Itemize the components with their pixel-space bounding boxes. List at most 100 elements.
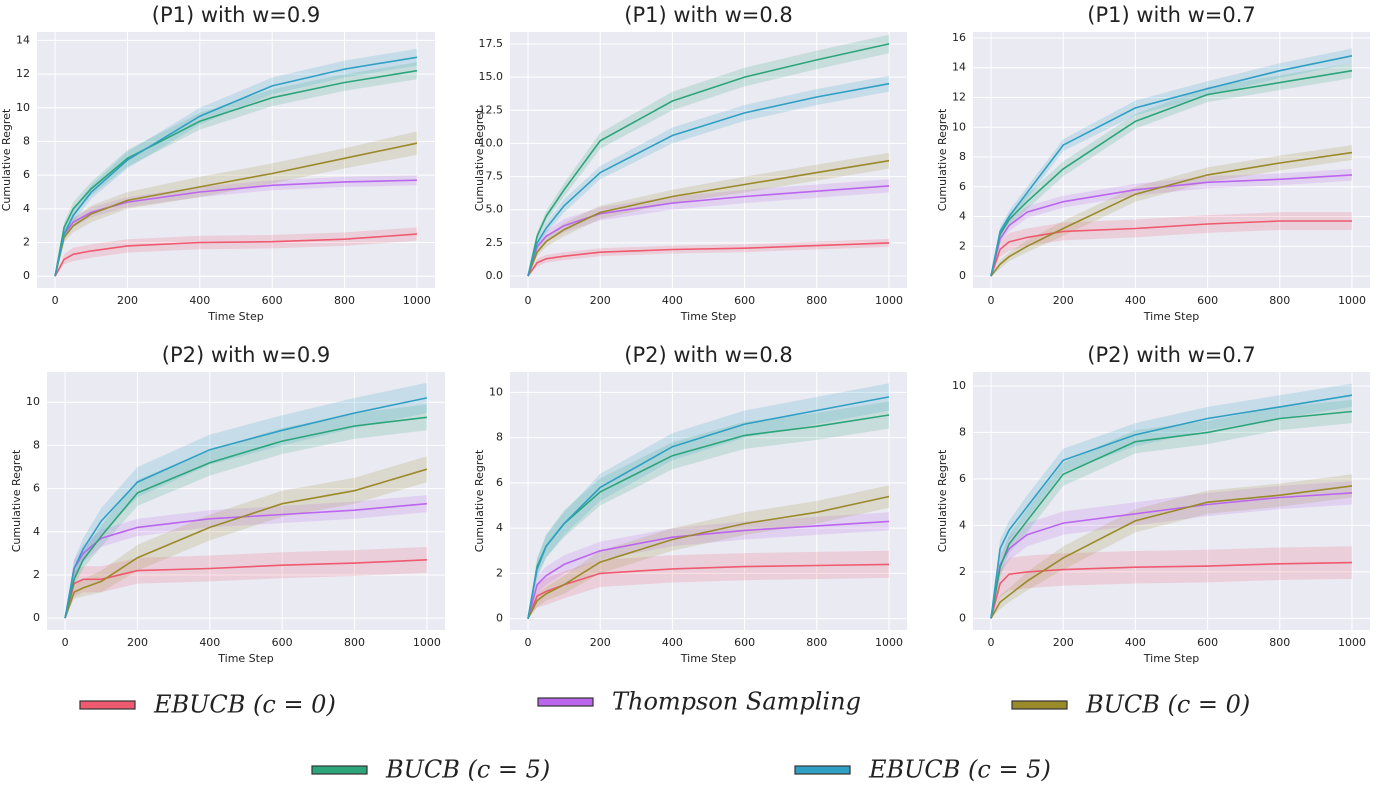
error-band [55,62,417,277]
series-line [54,142,418,277]
y-tick-label: 8 [959,150,966,163]
error-band [991,474,1352,619]
error-band [528,75,889,277]
x-axis-label: Time Step [207,310,263,323]
chart-title: (P1) with w=0.8 [624,3,792,27]
y-tick-label: 12 [16,67,30,80]
series-line [54,56,418,277]
y-tick-label: 0 [23,269,30,282]
y-tick-label: 6 [23,168,30,181]
x-tick-label: 0 [62,636,69,649]
x-tick-label: 1000 [875,636,903,649]
y-tick-label: 15.0 [479,70,504,83]
y-tick-label: 2.5 [486,236,504,249]
x-tick-label: 400 [189,294,210,307]
y-tick-label: 0 [959,269,966,282]
error-band [528,152,889,277]
x-tick-label: 600 [734,294,755,307]
plot-area [510,372,907,630]
y-tick-label: 4 [33,525,40,538]
x-tick-label: 600 [262,294,283,307]
y-tick-label: 8 [496,431,503,444]
y-tick-label: 14 [952,61,966,74]
error-band [991,481,1352,619]
error-band [528,485,889,619]
x-axis-label: Time Step [217,652,273,665]
series-line [990,220,1352,277]
x-tick-label: 800 [344,636,365,649]
legend-swatch [537,697,594,707]
y-tick-label: 10 [489,385,503,398]
series-line [527,159,890,277]
plot-area [973,372,1370,630]
x-axis-label: Time Step [1143,310,1199,323]
x-tick-label: 1000 [1338,636,1366,649]
series-line [54,179,417,277]
y-tick-label: 10.0 [479,136,504,149]
y-tick-label: 10 [26,395,40,408]
y-tick-label: 10 [952,379,966,392]
y-tick-label: 0 [496,612,503,625]
y-tick-label: 8 [959,425,966,438]
y-tick-label: 14 [16,33,30,46]
series-line [990,561,1353,619]
series-line [990,69,1353,277]
y-axis-label: Cumulative Regret [473,108,486,211]
x-tick-label: 800 [334,294,355,307]
y-tick-label: 2 [23,236,30,249]
series-line [990,151,1353,277]
error-band [65,456,427,619]
x-tick-label: 0 [525,636,532,649]
series-line [64,559,427,619]
series-line [527,520,890,619]
y-tick-label: 6 [959,180,966,193]
x-tick-label: 800 [1269,294,1290,307]
series-line [64,416,427,619]
series-line [527,185,890,277]
series-line [54,233,417,277]
error-band [528,383,889,619]
x-tick-label: 400 [1125,294,1146,307]
legend-label: BUCB (c = 0) [1085,691,1250,719]
x-tick-label: 1000 [413,636,441,649]
y-tick-label: 8 [23,134,30,147]
y-tick-label: 0 [959,611,966,624]
error-band [55,131,417,277]
error-band [991,212,1352,277]
series-line [54,69,418,277]
y-tick-label: 10 [16,101,30,114]
x-tick-label: 200 [127,636,148,649]
x-tick-label: 1000 [1338,294,1366,307]
error-band [991,168,1352,277]
y-tick-label: 4 [959,518,966,531]
error-band [65,404,427,619]
y-axis-label: Cumulative Regret [10,449,23,552]
x-tick-label: 600 [1197,636,1218,649]
series-line [64,397,428,619]
x-tick-label: 800 [806,636,827,649]
legend-label: EBUCB (c = 0) [153,691,336,719]
y-tick-label: 2 [33,568,40,581]
error-band [528,550,889,619]
series-line [527,242,890,277]
y-tick-label: 6 [959,472,966,485]
x-tick-label: 800 [1269,636,1290,649]
legend-swatch [794,765,851,775]
series-line [990,410,1353,619]
y-tick-label: 0.0 [486,269,504,282]
y-axis-label: Cumulative Regret [473,449,486,552]
series-line [527,43,890,277]
plot-area [47,372,445,630]
y-tick-label: 2 [959,239,966,252]
x-tick-label: 200 [1053,294,1074,307]
error-band [991,48,1352,277]
x-tick-label: 400 [1125,636,1146,649]
y-tick-label: 2 [496,566,503,579]
chart-title: (P1) with w=0.7 [1087,3,1255,27]
y-tick-label: 7.5 [486,170,504,183]
x-tick-label: 200 [117,294,138,307]
x-tick-label: 600 [1197,294,1218,307]
y-axis-label: Cumulative Regret [936,108,949,211]
error-band [528,512,889,619]
